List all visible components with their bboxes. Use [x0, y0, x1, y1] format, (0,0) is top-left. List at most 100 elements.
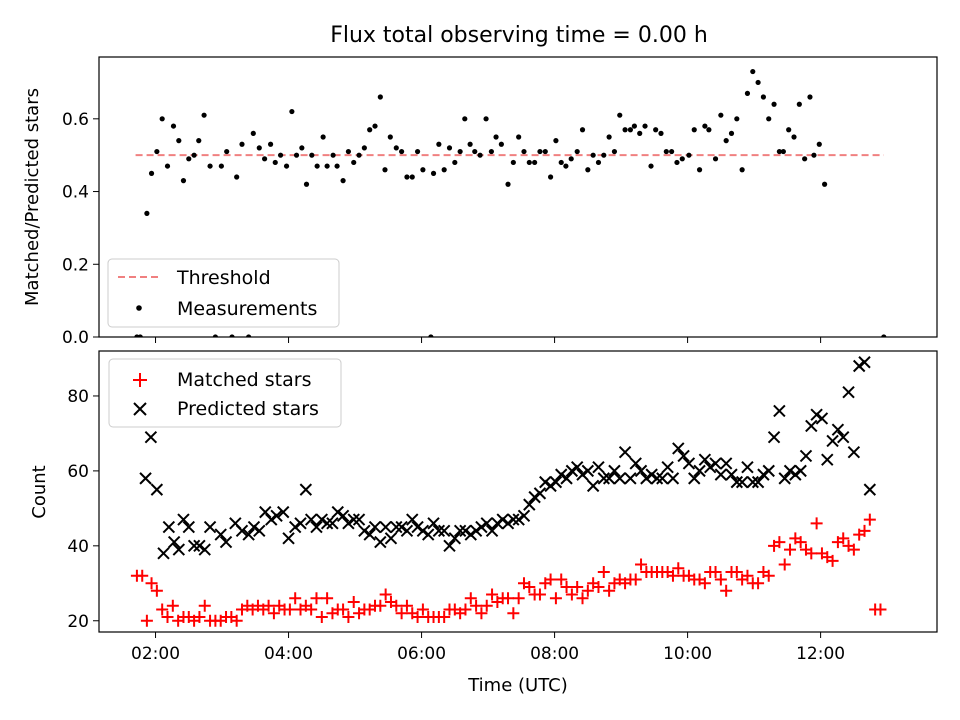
matched-stars-point — [166, 599, 179, 612]
predicted-stars-point — [406, 513, 419, 526]
matched-stars-point — [810, 517, 823, 530]
matched-stars-point — [289, 592, 302, 605]
measurement-point — [277, 152, 284, 158]
matched-stars-point — [837, 532, 850, 545]
measurement-point — [574, 148, 580, 155]
measurement-point — [334, 163, 340, 169]
measurement-point — [590, 152, 596, 158]
measurement-point — [144, 210, 150, 216]
measurement-point — [309, 152, 315, 158]
predicted-stars-point — [618, 445, 632, 459]
matched-stars-point — [858, 524, 871, 537]
predicted-stars-point — [182, 520, 195, 534]
predicted-stars-point — [363, 528, 376, 541]
y-tick-label: 0.6 — [62, 110, 89, 130]
y-tick-label: 20 — [67, 612, 89, 632]
predicted-stars-point — [374, 535, 387, 549]
measurement-point — [262, 156, 268, 162]
measurement-point — [361, 145, 367, 151]
matched-stars-point — [560, 581, 573, 594]
measurement-point — [393, 145, 399, 151]
predicted-stars-point — [390, 520, 403, 534]
predicted-stars-point — [294, 517, 307, 530]
predicted-stars-point — [320, 517, 334, 530]
measurement-point — [601, 152, 607, 158]
predicted-stars-point — [384, 532, 398, 545]
measurement-point — [595, 159, 602, 166]
predicted-stars-point — [826, 434, 839, 448]
measurement-point — [802, 156, 808, 162]
measurement-point — [351, 159, 357, 166]
matched-stars-point — [544, 573, 557, 586]
measurement-point — [631, 123, 637, 129]
measurement-point — [686, 152, 692, 158]
predicted-stars-point — [549, 475, 563, 489]
x-tick-label: 02:00 — [131, 644, 180, 664]
matched-stars-point — [464, 592, 477, 605]
measurement-point — [324, 163, 330, 169]
predicted-stars-point — [794, 464, 807, 478]
matched-stars-legend-label: Matched stars — [177, 369, 311, 391]
matched-stars-point — [379, 588, 392, 601]
y-tick-label: 0.4 — [62, 183, 89, 203]
matched-stars-point — [752, 577, 765, 590]
predicted-stars-point — [757, 468, 770, 481]
matched-stars-point — [161, 611, 174, 624]
predicted-stars-point — [602, 472, 616, 485]
predicted-stars-point — [650, 472, 664, 485]
measurement-point — [653, 127, 659, 133]
count-y-axis-label: Count — [29, 465, 50, 518]
measurement-point — [367, 127, 373, 133]
predicted-stars-point — [139, 472, 152, 485]
predicted-stars-point — [352, 513, 366, 526]
predicted-stars-point — [336, 509, 350, 523]
predicted-stars-point — [837, 430, 850, 444]
matched-stars-point — [230, 614, 243, 627]
measurement-point — [340, 178, 346, 184]
predicted-stars-point — [247, 520, 261, 534]
predicted-stars-point — [672, 442, 685, 455]
predicted-stars-point — [253, 524, 266, 538]
measurement-point — [201, 112, 207, 118]
measurement-point — [606, 134, 612, 140]
count-x-axis-label: Time (UTC) — [467, 675, 568, 696]
ratio-legend-box — [107, 258, 340, 328]
y-tick-label: 60 — [67, 462, 89, 482]
matched-stars-point — [826, 554, 839, 567]
predicted-stars-point — [730, 475, 744, 489]
matched-stars-point — [342, 611, 355, 624]
predicted-stars-point — [219, 535, 233, 549]
ratio-y-axis: 0.0 0.2 0.4 0.6 — [62, 110, 99, 348]
measurement-point — [881, 334, 887, 337]
matched-stars-point — [720, 584, 733, 597]
matched-stars-point — [576, 592, 589, 605]
predicted-stars-point — [629, 457, 642, 470]
predicted-stars-point — [448, 532, 462, 545]
predicted-stars-point — [198, 543, 211, 556]
x-tick-label: 10:00 — [663, 644, 712, 664]
measurement-point — [256, 145, 262, 151]
predicted-stars-point — [459, 524, 472, 538]
measurement-point — [387, 134, 393, 140]
measurement-point — [622, 127, 628, 133]
predicted-stars-point — [512, 513, 525, 526]
predicted-stars-point — [815, 412, 829, 425]
predicted-stars-point — [688, 472, 701, 485]
measurement-point — [739, 167, 745, 173]
predicted-stars-point — [842, 386, 855, 399]
predicted-stars-point — [624, 472, 637, 485]
predicted-stars-point — [586, 479, 600, 493]
matched-stars-point — [502, 592, 515, 605]
matched-stars-point — [374, 599, 387, 612]
ratio-x-axis — [155, 337, 822, 343]
predicted-stars-point — [214, 528, 227, 541]
predicted-stars-point — [501, 517, 515, 530]
predicted-stars-point — [193, 539, 206, 553]
measurement-point — [786, 127, 792, 133]
measurement-point — [176, 138, 182, 144]
matched-stars-point — [698, 577, 711, 590]
measurement-point — [224, 148, 230, 155]
x-tick-label: 08:00 — [530, 644, 579, 664]
